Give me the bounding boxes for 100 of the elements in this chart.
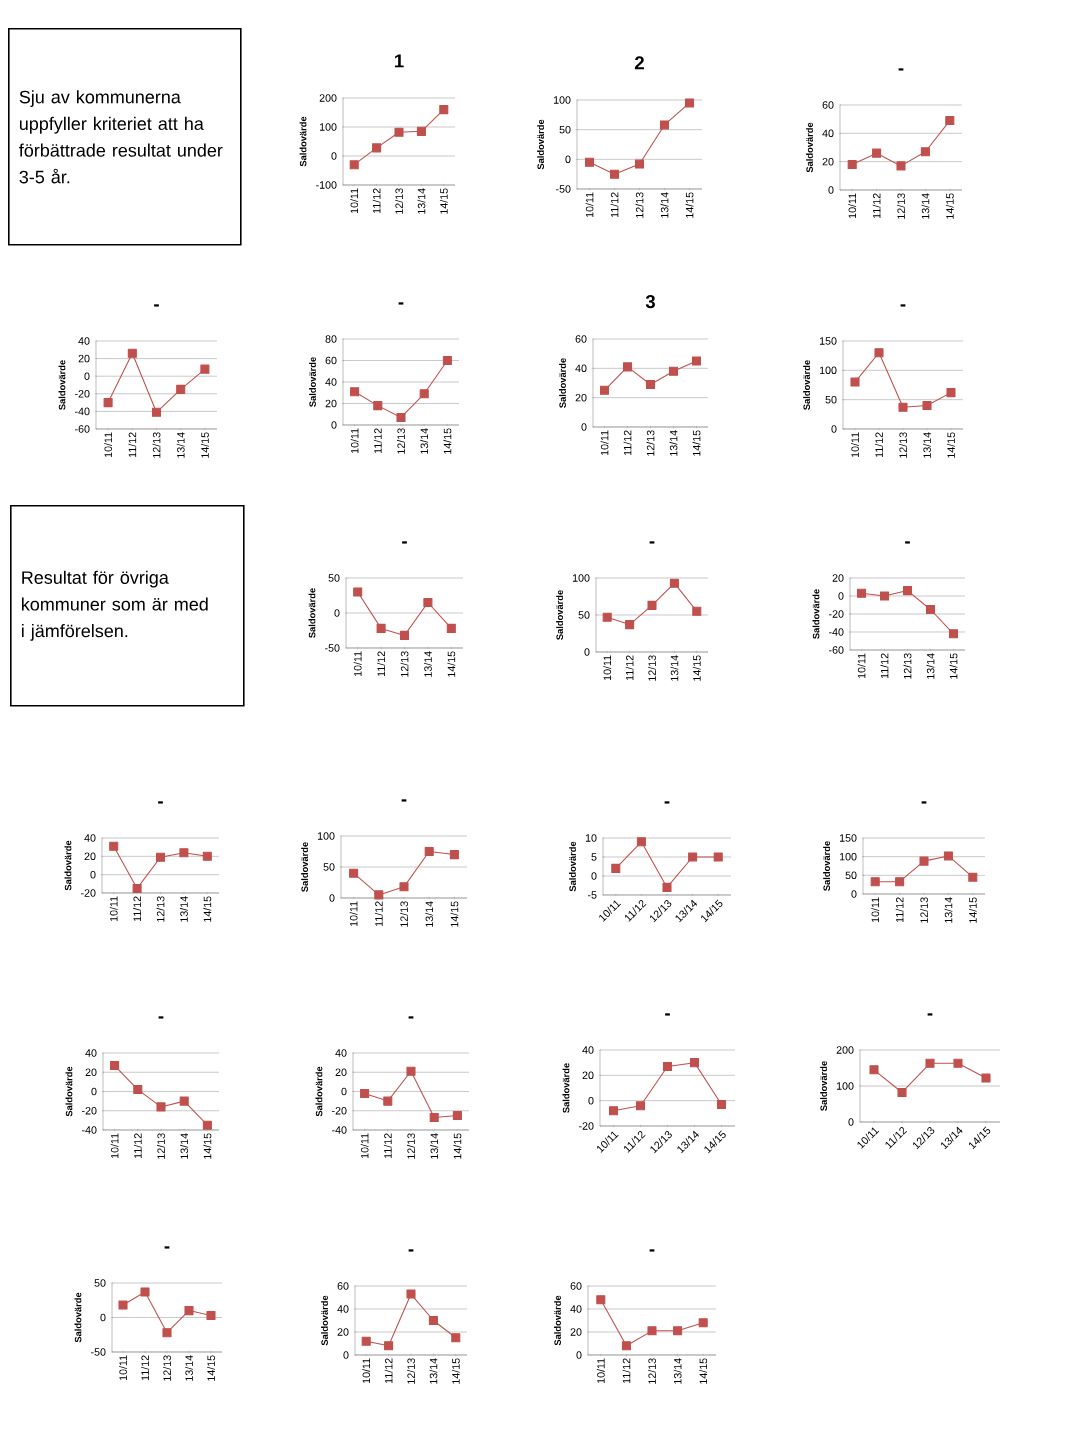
x-tick-label: 12/13 — [156, 896, 165, 922]
point — [373, 401, 383, 411]
point — [662, 1061, 673, 1071]
point — [384, 1341, 394, 1351]
point — [140, 1287, 150, 1297]
point — [943, 851, 953, 861]
point — [925, 1058, 935, 1068]
point — [922, 400, 932, 411]
point — [202, 1120, 212, 1130]
x-tick-label: 14/15 — [443, 428, 452, 454]
y-tick-label: 20 — [570, 1328, 582, 1336]
point — [200, 364, 210, 374]
chart-title: - — [665, 1013, 670, 1016]
x-tick-label: 12/13 — [646, 430, 655, 456]
point — [599, 385, 610, 395]
point — [350, 387, 360, 397]
x-tick-label: 10/11 — [848, 193, 857, 219]
y-tick-label: 150 — [839, 834, 857, 842]
y-tick-label: 0 — [331, 421, 337, 429]
y-tick-label: -50 — [556, 185, 571, 193]
y-axis-title: Saldovärde — [309, 357, 316, 407]
y-tick-label: 40 — [325, 378, 337, 386]
point — [596, 1295, 606, 1305]
x-tick-label: 12/13 — [899, 432, 907, 458]
x-tick-label: 12/13 — [397, 428, 405, 454]
point — [360, 1088, 370, 1098]
chart-title: - — [408, 1016, 414, 1019]
x-tick-label: 11/12 — [383, 1133, 392, 1159]
point — [692, 606, 702, 616]
y-axis-title: Saldovärde — [803, 360, 810, 410]
y-tick-label: -50 — [91, 1348, 106, 1356]
y-tick-label: 40 — [85, 1049, 97, 1057]
y-tick-label: 20 — [832, 574, 844, 582]
y-tick-label: 40 — [84, 834, 96, 842]
point — [406, 1289, 416, 1299]
y-tick-label: 150 — [819, 337, 837, 345]
y-tick-label: 0 — [588, 1096, 594, 1105]
y-tick-label: 100 — [819, 366, 837, 375]
chart-title: - — [664, 801, 670, 804]
y-tick-label: 200 — [836, 1046, 854, 1054]
x-tick-label: 13/14 — [673, 1358, 682, 1384]
y-tick-label: 40 — [575, 364, 587, 373]
x-tick-label: 14/15 — [451, 1358, 460, 1384]
point — [376, 623, 386, 633]
x-tick-label: 11/12 — [625, 655, 634, 681]
y-axis-title: Saldovärde — [569, 841, 576, 892]
y-tick-label: -40 — [332, 1126, 347, 1134]
point — [374, 890, 384, 900]
point — [847, 159, 857, 170]
y-tick-label: 60 — [325, 356, 337, 365]
chart-title: - — [898, 68, 904, 71]
chart-title: - — [398, 302, 404, 305]
point — [635, 1101, 646, 1111]
point — [872, 148, 882, 158]
y-tick-label: -40 — [75, 407, 90, 416]
x-tick-label: 11/12 — [128, 432, 137, 458]
point — [118, 1300, 128, 1310]
point — [945, 116, 955, 126]
point — [869, 1065, 879, 1075]
point — [673, 1326, 683, 1336]
point — [856, 588, 867, 598]
x-tick-label: 11/12 — [610, 192, 619, 218]
x-tick-label: 12/13 — [400, 651, 409, 677]
chart-title: - — [905, 541, 910, 544]
y-tick-label: -40 — [82, 1126, 97, 1134]
x-tick-label: 13/14 — [923, 432, 931, 458]
point — [133, 1085, 143, 1095]
x-tick-label: 11/12 — [895, 897, 904, 923]
point — [155, 852, 166, 862]
point — [442, 355, 452, 366]
y-tick-label: 80 — [325, 335, 337, 343]
point — [897, 1087, 907, 1098]
point — [668, 366, 679, 376]
x-tick-label: 13/14 — [944, 897, 953, 923]
y-tick-label: 0 — [848, 1118, 854, 1126]
point — [981, 1073, 991, 1083]
y-tick-label: 60 — [337, 1282, 349, 1290]
y-axis-title: Saldovärde — [562, 1063, 570, 1113]
y-tick-label: 0 — [565, 155, 571, 164]
point — [879, 591, 890, 601]
chart-title: - — [649, 541, 655, 544]
y-tick-label: 100 — [317, 832, 335, 840]
point — [608, 1106, 619, 1116]
x-tick-label: 14/15 — [207, 1355, 215, 1381]
x-tick-label: 14/15 — [949, 653, 958, 679]
point — [584, 157, 595, 167]
x-tick-label: 14/15 — [685, 192, 694, 218]
x-tick-label: 11/12 — [372, 188, 381, 214]
x-tick-label: 14/15 — [453, 1133, 462, 1159]
y-axis-title: Saldovärde — [321, 1295, 328, 1346]
point — [353, 587, 363, 597]
y-tick-label: 60 — [575, 335, 587, 343]
y-axis-title: Saldovärde — [308, 588, 316, 638]
chart-title: 2 — [634, 56, 644, 70]
x-tick-label: 12/13 — [903, 653, 912, 679]
point — [870, 877, 880, 887]
x-tick-label: 10/11 — [603, 655, 612, 681]
point — [176, 384, 186, 394]
point — [416, 126, 426, 136]
y-tick-label: 100 — [839, 852, 857, 861]
